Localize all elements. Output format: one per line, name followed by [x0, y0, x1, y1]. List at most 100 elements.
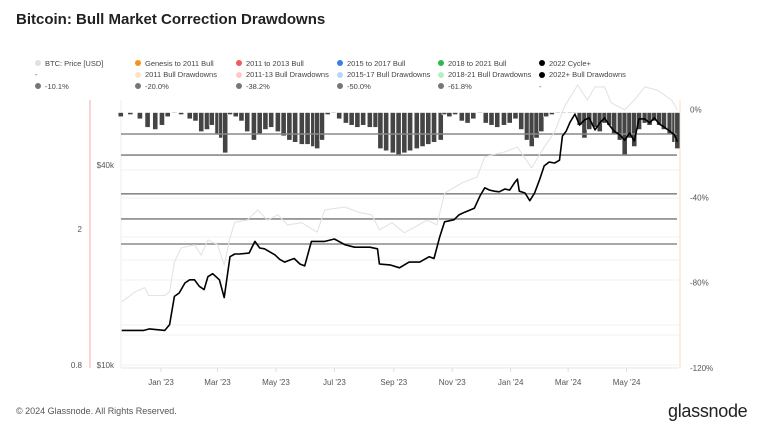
drawdown-bar [543, 112, 550, 118]
drawdown-bar [208, 112, 215, 126]
legend-item[interactable]: 2018-21 Bull Drawdowns [438, 70, 531, 80]
legend-dot-icon [236, 83, 242, 89]
drawdown-bar [431, 112, 437, 143]
legend-label: -50.0% [347, 81, 371, 91]
drawdown-tick-label: -120% [690, 364, 713, 373]
legend-dot-icon [236, 60, 242, 66]
legend-item[interactable]: 2022 Cycle+ [539, 58, 591, 68]
legend-item[interactable]: -61.8% [438, 81, 472, 91]
drawdown-bar [232, 112, 239, 118]
drawdown-bar [518, 112, 525, 130]
drawdown-bar [360, 112, 367, 126]
legend-label: BTC: Price [USD] [45, 58, 104, 68]
legend-item[interactable]: - [539, 81, 542, 91]
legend-dot-icon [236, 71, 242, 78]
drawdown-bar [324, 112, 331, 115]
drawdown-bar [437, 112, 444, 141]
legend-item[interactable]: -38.2% [236, 81, 270, 91]
legend-label: 2022+ Bull Drawdowns [549, 70, 626, 79]
drawdown-tick-label: -40% [690, 194, 709, 203]
drawdown-bar [227, 112, 233, 115]
drawdown-bar [137, 112, 143, 120]
drawdown-bar [401, 112, 408, 154]
drawdown-bar [494, 112, 501, 128]
legend-label: 2011-13 Bull Drawdowns [246, 70, 329, 79]
drawdown-bar [298, 112, 305, 145]
x-tick-label: Jul '23 [323, 378, 346, 387]
legend-dot-icon [135, 71, 141, 78]
drawdown-bar [389, 112, 396, 154]
drawdown-bar [452, 112, 459, 115]
drawdown-bar [314, 112, 321, 149]
drawdown-bar [548, 112, 555, 115]
legend-dot-icon [539, 71, 545, 78]
drawdown-bar [304, 112, 311, 145]
legend-dot-icon [337, 71, 343, 78]
legend-item[interactable]: - [35, 70, 38, 80]
drawdown-bar [204, 112, 210, 130]
legend-dot-icon [438, 60, 444, 66]
drawdown-bar [251, 112, 257, 141]
multiple-tick-label: 0.8 [71, 361, 83, 370]
legend-label: 2015 to 2017 Bull [347, 58, 406, 68]
legend-item[interactable]: BTC: Price [USD] [35, 58, 103, 68]
legend-label: 2015-17 Bull Drawdowns [347, 70, 431, 79]
x-tick-label: Mar '23 [204, 378, 231, 387]
drawdown-bar [286, 112, 293, 141]
legend-dot-icon [35, 83, 41, 89]
btc-price-line [121, 84, 678, 303]
drawdown-bar [152, 112, 159, 130]
drawdown-tick-label: 0% [690, 106, 702, 115]
drawdown-bar [171, 112, 178, 114]
legend-item[interactable]: -20.0% [135, 81, 169, 91]
x-tick-label: Mar '24 [555, 378, 582, 387]
legend-label: 2018-21 Bull Drawdowns [448, 70, 532, 79]
x-tick-label: May '23 [262, 378, 290, 387]
drawdown-bar [262, 112, 269, 130]
drawdown-bar [117, 112, 124, 118]
legend-label: -10.1% [45, 81, 69, 91]
legend-item[interactable]: -10.1% [35, 81, 69, 91]
drawdown-bar [661, 112, 667, 130]
legend-item[interactable]: 2018 to 2021 Bull [438, 58, 506, 68]
drawdown-bar [538, 112, 545, 132]
drawdown-bar [407, 112, 413, 152]
drawdown-bar [641, 112, 648, 124]
drawdown-bar [441, 112, 448, 115]
legend-item[interactable]: 2011 Bull Drawdowns [135, 70, 217, 80]
legend-dot-icon [337, 83, 343, 89]
drawdown-bar [413, 112, 420, 149]
chart-title: Bitcoin: Bull Market Correction Drawdown… [16, 11, 326, 28]
drawdown-bar [464, 112, 471, 124]
legend-item[interactable]: 2011 to 2013 Bull [236, 58, 304, 68]
drawdown-bar [244, 112, 251, 132]
cycle-line [121, 113, 679, 332]
legend-item[interactable]: -50.0% [337, 81, 371, 91]
legend-label: 2011 Bull Drawdowns [145, 70, 217, 79]
legend-item[interactable]: 2022+ Bull Drawdowns [539, 70, 626, 80]
legend-item[interactable]: 2015 to 2017 Bull [337, 58, 405, 68]
legend-label: 2011 to 2013 Bull [246, 58, 304, 68]
legend-label: - [539, 81, 542, 91]
drawdown-bar [342, 112, 349, 124]
legend-item[interactable]: 2015-17 Bull Drawdowns [337, 70, 430, 80]
drawdown-bar [446, 112, 453, 118]
legend-item[interactable]: Genesis to 2011 Bull [135, 58, 214, 68]
drawdown-bar [425, 112, 432, 145]
drawdown-bar [192, 112, 199, 122]
drawdown-bar [178, 112, 185, 115]
drawdown-bar [164, 112, 171, 118]
x-tick-label: Sep '23 [380, 378, 407, 387]
drawdown-bar [383, 112, 390, 152]
drawdown-bar [506, 112, 513, 124]
drawdown-bar [458, 112, 465, 122]
x-tick-label: Jan '24 [498, 378, 524, 387]
drawdown-bar [238, 112, 245, 122]
drawdown-bar [222, 112, 229, 154]
legend-label: 2022 Cycle+ [549, 58, 591, 68]
drawdown-bar [567, 112, 573, 114]
legend-item[interactable]: 2011-13 Bull Drawdowns [236, 70, 329, 80]
drawdown-bar [571, 112, 578, 114]
drawdown-bar [354, 112, 361, 128]
drawdown-bar [336, 112, 343, 120]
